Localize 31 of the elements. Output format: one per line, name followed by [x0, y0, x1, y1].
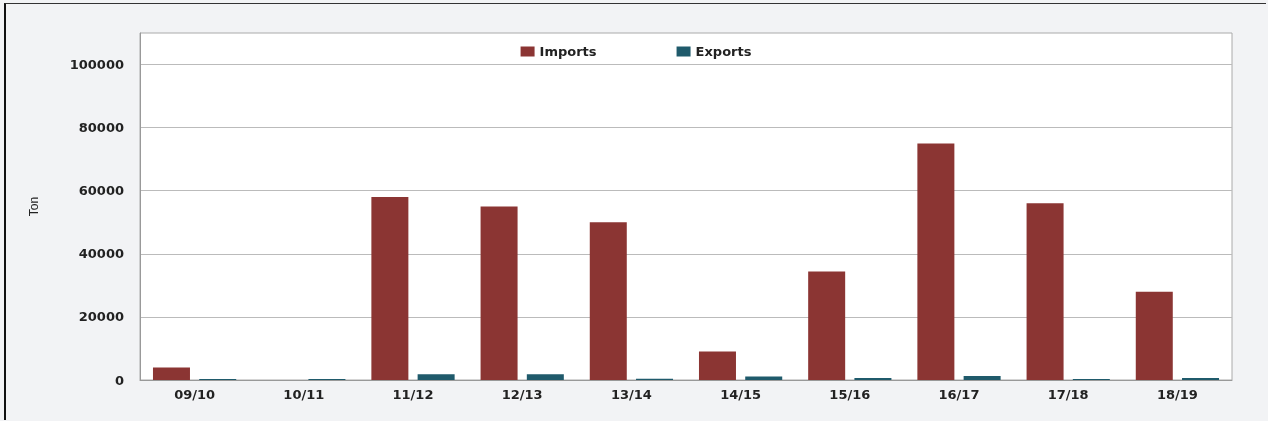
- bar: [808, 271, 846, 380]
- y-tick-label: 20000: [78, 309, 124, 325]
- bar: [1026, 203, 1064, 380]
- x-tick-label: 13/14: [610, 387, 652, 402]
- bar: [963, 375, 1001, 380]
- x-tick-label: 10/11: [283, 387, 325, 402]
- x-tick-label: 14/15: [720, 387, 762, 402]
- y-tick-label: 40000: [78, 246, 124, 262]
- x-tick-label: 09/10: [174, 387, 216, 402]
- legend-label: Imports: [539, 44, 597, 59]
- bar: [1135, 291, 1173, 380]
- x-tick-label: 15/16: [829, 387, 871, 402]
- bar: [526, 374, 564, 380]
- legend-label: Exports: [695, 44, 752, 59]
- bar: [917, 143, 955, 380]
- y-tick-label: 0: [114, 372, 124, 388]
- y-tick-label: 80000: [78, 120, 124, 136]
- bar: [480, 206, 518, 380]
- bar: [417, 374, 455, 380]
- x-tick-label: 18/19: [1156, 387, 1198, 402]
- bar: [698, 351, 736, 380]
- bar: [152, 367, 190, 380]
- bar: [371, 197, 409, 380]
- x-tick-label: 11/12: [392, 387, 434, 402]
- y-tick-label: 60000: [78, 183, 124, 199]
- x-tick-label: 12/13: [501, 387, 543, 402]
- x-tick-label: 17/18: [1047, 387, 1089, 402]
- y-axis-title: Ton: [27, 196, 41, 217]
- y-tick-label: 100000: [69, 57, 124, 73]
- x-tick-label: 16/17: [938, 387, 980, 402]
- bar: [589, 222, 627, 380]
